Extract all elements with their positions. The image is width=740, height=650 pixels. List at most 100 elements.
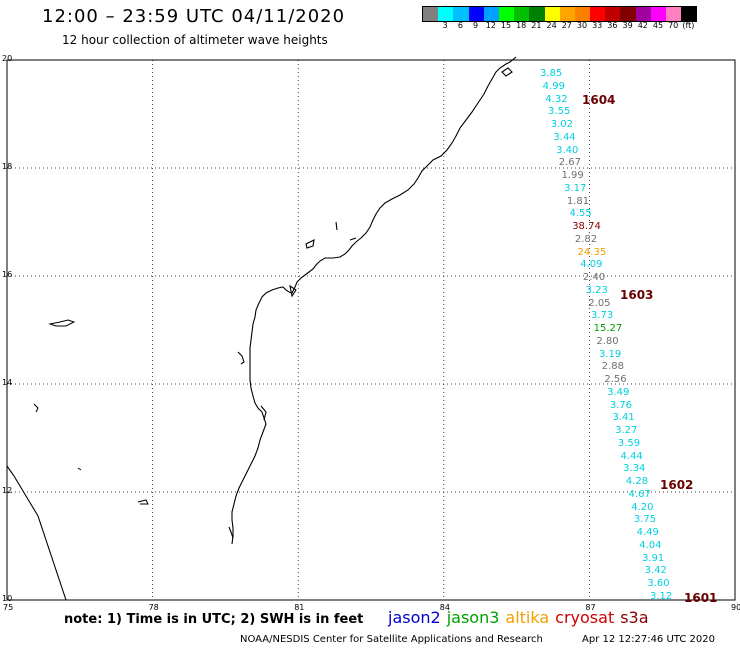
map-frame [6,59,736,601]
wave-height-reading: 3.40 [556,144,579,156]
wave-height-reading: 3.44 [553,131,576,143]
legend-swatch [423,7,439,21]
wave-height-reading: 2.56 [604,374,627,386]
wave-height-reading: 2.05 [588,297,611,309]
wave-height-reading: 3.59 [617,437,641,449]
wave-height-reading: 4.04 [639,539,662,551]
pass-time-label: 1602 [660,478,694,492]
legend-label: 3 [442,21,448,30]
legend-swatch [681,7,697,21]
satellite-name: cryosat [555,608,615,627]
satellite-name: s3a [620,608,649,627]
lon-label: 81 [294,603,305,612]
legend-swatch [650,7,666,21]
color-legend [422,6,698,22]
legend-label: 21 [531,21,542,30]
wave-height-reading: 3.17 [564,182,587,194]
legend-label: 30 [576,21,588,30]
lon-label: 78 [148,603,159,612]
satellite-legend: jason2 jason3 altika cryosat s3a [388,608,655,627]
lon-label: 84 [439,603,450,612]
wave-height-reading: 4.49 [636,527,659,539]
wave-height-reading: 3.91 [641,552,665,564]
lon-label: 90 [731,603,740,612]
wave-height-reading: 4.32 [545,93,568,105]
wave-height-reading: 38.74 [572,221,601,233]
wave-height-reading: 3.55 [548,106,571,118]
wave-height-reading: 1.81 [566,195,590,207]
coastline-sri-lanka [228,351,245,539]
coastline-india [231,56,517,545]
wave-height-reading: 3.27 [615,425,638,437]
legend-label: 36 [607,21,618,30]
legend-label: 39 [622,21,633,30]
legend-swatch [529,7,545,21]
wave-height-reading: 1.99 [561,170,584,182]
wave-height-reading: 4.44 [620,450,643,462]
legend-label: 70 [668,21,679,30]
lat-label: 18 [2,162,13,171]
lat-label: 12 [2,486,13,495]
pass-time-label: 1604 [582,93,616,107]
legend-label: 6 [457,21,463,30]
credit-line: NOAA/NESDIS Center for Satellite Applica… [240,634,543,645]
wave-height-reading: 3.23 [585,284,608,296]
lat-label: 14 [2,378,13,387]
wave-height-reading: 2.88 [601,361,624,373]
wave-height-reading: 2.67 [558,157,582,169]
legend-label: 9 [473,21,479,30]
legend-swatch [605,7,621,21]
lon-label: 87 [585,603,596,612]
legend-label: 27 [561,21,572,30]
wave-height-reading: 15.27 [593,323,623,335]
satellite-name: jason3 [446,608,500,627]
wave-height-reading: 3.60 [647,578,670,590]
satellite-name: altika [505,608,550,627]
legend-swatch [498,7,515,21]
legend-label: 33 [592,21,603,30]
wave-height-reading: 3.49 [607,386,630,398]
legend-swatch [453,7,469,21]
wave-height-reading: 2.40 [582,272,606,284]
wave-height-reading: 3.12 [650,591,673,602]
wave-height-reading: 3.34 [623,463,646,475]
wave-height-reading: 3.73 [590,310,614,322]
legend-swatch [514,7,530,21]
coast-detail [260,67,513,421]
wave-height-reading: 4.09 [580,259,603,271]
wave-height-reading: 4.67 [628,488,651,500]
wave-height-reading: 3.75 [633,514,657,526]
legend-swatch [468,7,484,21]
lat-label: 20 [2,54,13,63]
lat-lon-grid [7,60,735,600]
lon-label: 75 [3,603,14,612]
wave-height-reading: 3.85 [540,68,563,79]
units-note: note: 1) Time is in UTC; 2) SWH is in fe… [64,612,364,627]
legend-swatch [590,7,606,21]
legend-label: 45 [652,21,664,30]
pass-time-label: 1603 [620,288,654,302]
wave-height-reading: 3.19 [599,348,622,360]
satellite-name: jason2 [388,608,441,627]
wave-height-reading: 3.76 [609,399,633,411]
map-title: 12:00 – 23:59 UTC 04/11/2020 [42,6,346,27]
legend-swatch [483,7,499,21]
coastline-west [6,465,67,601]
wave-height-reading: 4.99 [542,80,565,92]
legend-swatch [574,7,591,21]
legend-swatch [620,7,636,21]
wave-height-reading: 4.55 [569,208,592,220]
wave-height-reading: 3.42 [644,565,667,577]
wave-height-reading: 24.35 [577,246,607,258]
legend-swatch [438,7,454,21]
legend-swatch [559,7,575,21]
wave-height-reading: 4.20 [631,501,654,513]
lat-label: 16 [2,270,13,279]
legend-label: 42 [637,21,648,30]
legend-swatch [635,7,651,21]
legend-label: 15 [500,21,512,30]
legend-swatch [666,7,682,21]
map-subtitle: 12 hour collection of altimeter wave hei… [62,33,328,47]
legend-swatch [544,7,560,21]
